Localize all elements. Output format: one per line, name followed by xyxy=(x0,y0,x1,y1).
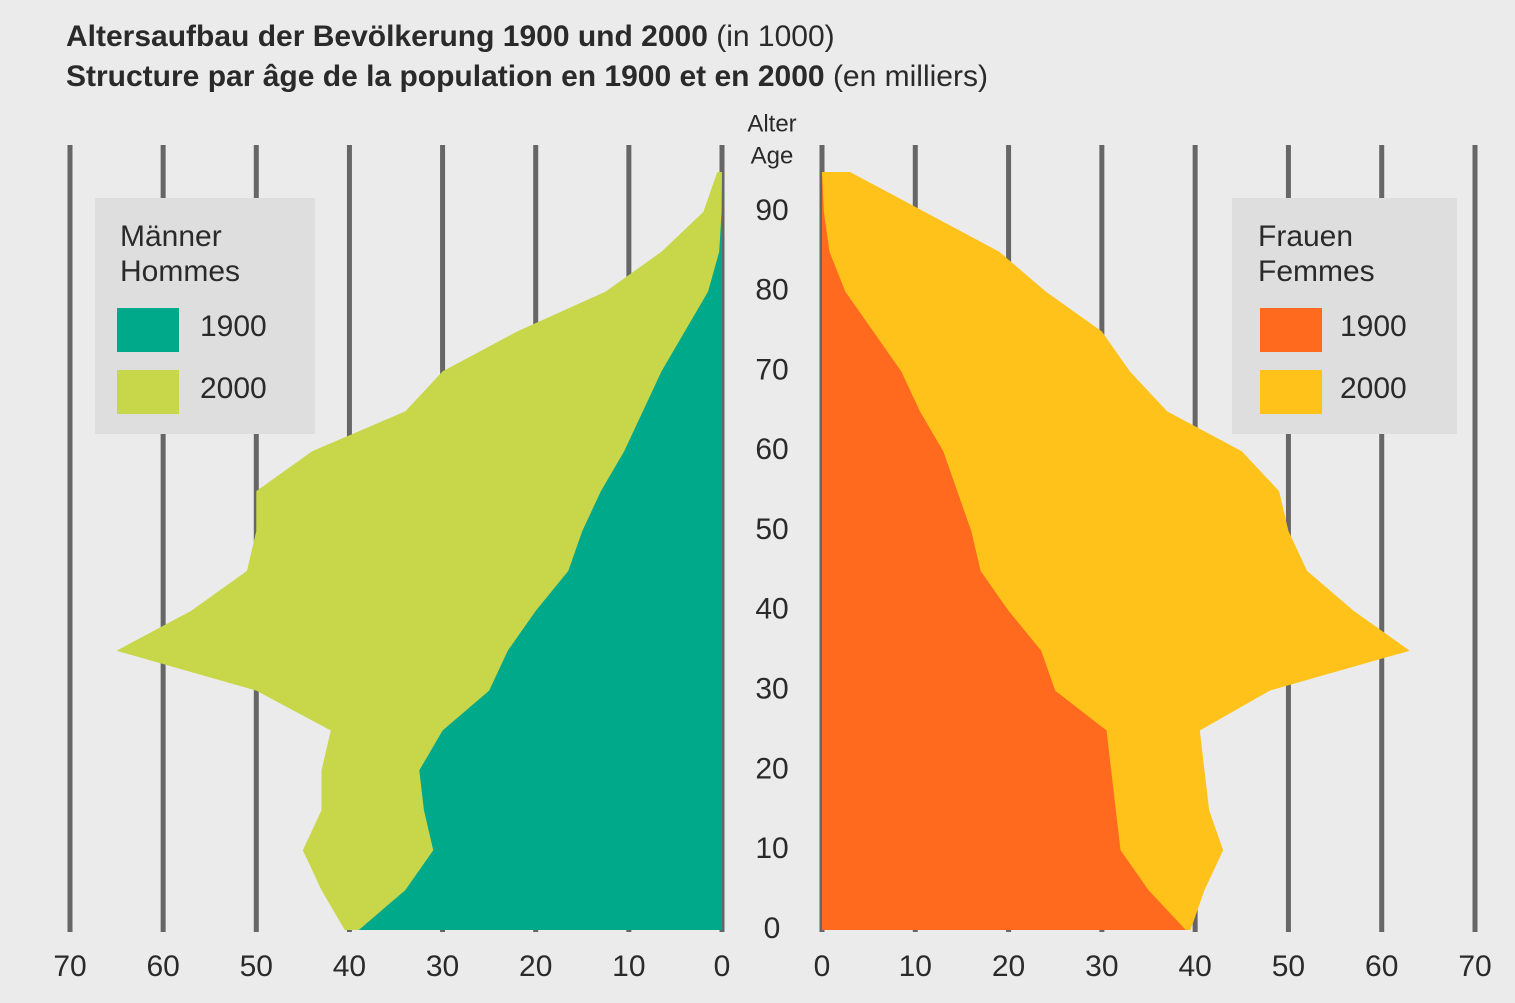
x-tick-label: 50 xyxy=(1272,950,1305,983)
x-tick-label: 0 xyxy=(714,950,731,983)
age-axis-title: Alter xyxy=(747,110,796,137)
legend-swatch xyxy=(117,308,179,352)
y-tick-label: 0 xyxy=(764,912,781,945)
x-tick-label: 30 xyxy=(1085,950,1118,983)
population-area xyxy=(822,171,1186,930)
y-tick-label: 50 xyxy=(755,513,788,546)
y-tick-label: 30 xyxy=(755,673,788,706)
y-tick-label: 20 xyxy=(755,752,788,785)
x-tick-label: 50 xyxy=(240,950,273,983)
y-tick-label: 80 xyxy=(755,274,788,307)
x-tick-label: 60 xyxy=(146,950,179,983)
x-tick-label: 10 xyxy=(899,950,932,983)
subtitle-text: Structure par âge de la population en 19… xyxy=(66,60,825,93)
x-tick-label: 60 xyxy=(1365,950,1398,983)
population-area xyxy=(358,171,722,930)
legend-label: 2000 xyxy=(200,372,267,405)
title-unit: (in 1000) xyxy=(716,20,834,53)
legend-label: 1900 xyxy=(1340,310,1407,343)
legend-label: 2000 xyxy=(1340,372,1407,405)
subtitle-unit: (en milliers) xyxy=(833,60,988,93)
age-axis-title: Age xyxy=(751,142,794,169)
legend-title: Männer xyxy=(120,220,222,253)
x-tick-label: 70 xyxy=(53,950,86,983)
x-tick-label: 40 xyxy=(1178,950,1211,983)
legend-title: Frauen xyxy=(1258,220,1353,253)
x-tick-label: 20 xyxy=(519,950,552,983)
y-tick-label: 10 xyxy=(755,832,788,865)
y-tick-label: 70 xyxy=(755,353,788,386)
x-tick-label: 70 xyxy=(1458,950,1491,983)
x-tick-label: 30 xyxy=(426,950,459,983)
chart-subtitle: Structure par âge de la population en 19… xyxy=(66,60,988,93)
chart-title: Altersaufbau der Bevölkerung 1900 und 20… xyxy=(66,20,835,53)
legend-swatch xyxy=(117,370,179,414)
legend-swatch xyxy=(1260,308,1322,352)
title-text: Altersaufbau der Bevölkerung 1900 und 20… xyxy=(66,20,708,53)
x-tick-label: 0 xyxy=(814,950,831,983)
y-tick-label: 60 xyxy=(755,433,788,466)
legend-swatch xyxy=(1260,370,1322,414)
x-tick-label: 40 xyxy=(333,950,366,983)
legend-title: Femmes xyxy=(1258,255,1375,288)
legend-title: Hommes xyxy=(120,255,240,288)
x-tick-label: 20 xyxy=(992,950,1025,983)
legend-label: 1900 xyxy=(200,310,267,343)
y-tick-label: 90 xyxy=(755,194,788,227)
x-tick-label: 10 xyxy=(612,950,645,983)
y-tick-label: 40 xyxy=(755,593,788,626)
